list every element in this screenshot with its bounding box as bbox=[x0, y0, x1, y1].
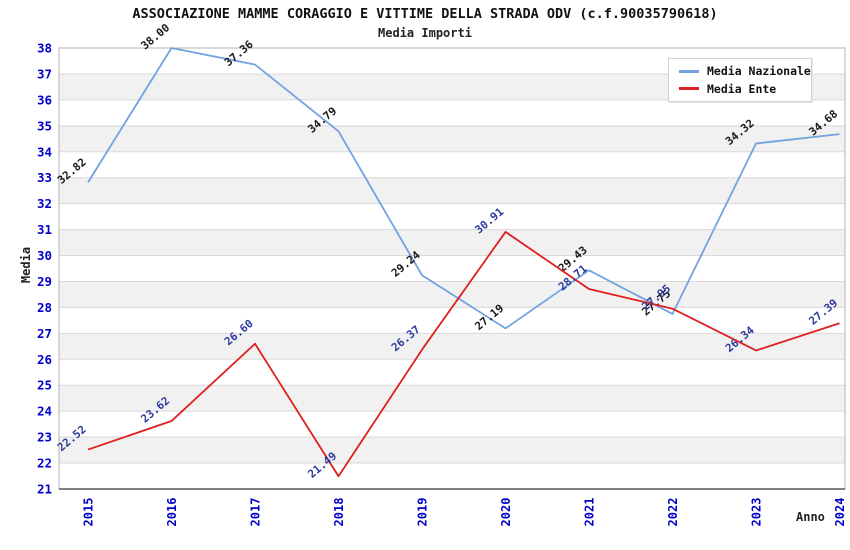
y-tick-label: 28 bbox=[37, 300, 52, 315]
x-tick-label: 2015 bbox=[81, 498, 95, 527]
x-axis-title: Anno bbox=[796, 510, 825, 524]
plot-band bbox=[59, 307, 845, 334]
legend-entry-media-nazionale: Media Nazionale bbox=[669, 64, 811, 78]
plot-band bbox=[59, 203, 845, 230]
chart-subtitle: Media Importi bbox=[378, 26, 472, 40]
y-tick-label: 38 bbox=[37, 41, 52, 56]
y-tick-label: 34 bbox=[37, 144, 52, 159]
plot-band bbox=[59, 359, 845, 386]
plot-band bbox=[59, 463, 845, 489]
plot-band bbox=[59, 99, 845, 126]
y-tick-label: 32 bbox=[37, 196, 52, 211]
series-line-media-ente bbox=[87, 231, 840, 478]
x-tick-label: 2019 bbox=[415, 498, 429, 527]
plot-band bbox=[59, 255, 845, 282]
y-tick-label: 36 bbox=[37, 92, 52, 107]
x-tick-label: 2018 bbox=[332, 498, 346, 527]
y-tick-label: 27 bbox=[37, 326, 52, 341]
x-tick-label: 2024 bbox=[833, 498, 847, 527]
x-tick-label: 2023 bbox=[749, 498, 763, 527]
y-tick-label: 37 bbox=[37, 66, 52, 81]
plot-band bbox=[59, 333, 845, 360]
y-tick-label: 26 bbox=[37, 352, 52, 367]
legend-line-swatch-blue bbox=[679, 69, 699, 73]
legend-label: Media Ente bbox=[707, 81, 777, 96]
plot-band bbox=[59, 229, 845, 256]
y-tick-label: 31 bbox=[37, 222, 52, 237]
y-tick-label: 24 bbox=[37, 404, 52, 419]
y-tick-label: 21 bbox=[37, 482, 52, 497]
x-tick-label: 2016 bbox=[165, 498, 179, 527]
plot-band bbox=[59, 151, 845, 178]
plot-band bbox=[59, 385, 845, 412]
x-tick-label: 2022 bbox=[666, 498, 680, 527]
legend-entry-media-ente: Media Ente bbox=[669, 82, 811, 96]
x-tick-label: 2021 bbox=[582, 498, 596, 527]
x-tick-label: 2020 bbox=[499, 498, 513, 527]
y-tick-label: 29 bbox=[37, 274, 52, 289]
y-tick-label: 23 bbox=[37, 430, 52, 445]
legend: Media Nazionale Media Ente bbox=[668, 58, 812, 102]
y-tick-label: 22 bbox=[37, 456, 52, 471]
chart-title: ASSOCIAZIONE MAMME CORAGGIO E VITTIME DE… bbox=[132, 6, 718, 22]
y-tick-label: 33 bbox=[37, 170, 52, 185]
y-tick-label: 25 bbox=[37, 378, 52, 393]
series-line-media-nazionale bbox=[87, 47, 840, 330]
legend-label: Media Nazionale bbox=[707, 64, 811, 79]
y-tick-label: 30 bbox=[37, 248, 52, 263]
legend-line-swatch-red bbox=[679, 87, 699, 91]
plot-band bbox=[59, 437, 845, 464]
x-tick-label: 2017 bbox=[248, 498, 262, 527]
y-axis-title: Media bbox=[19, 246, 33, 284]
plot-band bbox=[59, 411, 845, 438]
plot-band bbox=[59, 125, 845, 152]
plot-band bbox=[59, 177, 845, 204]
y-tick-label: 35 bbox=[37, 118, 52, 133]
